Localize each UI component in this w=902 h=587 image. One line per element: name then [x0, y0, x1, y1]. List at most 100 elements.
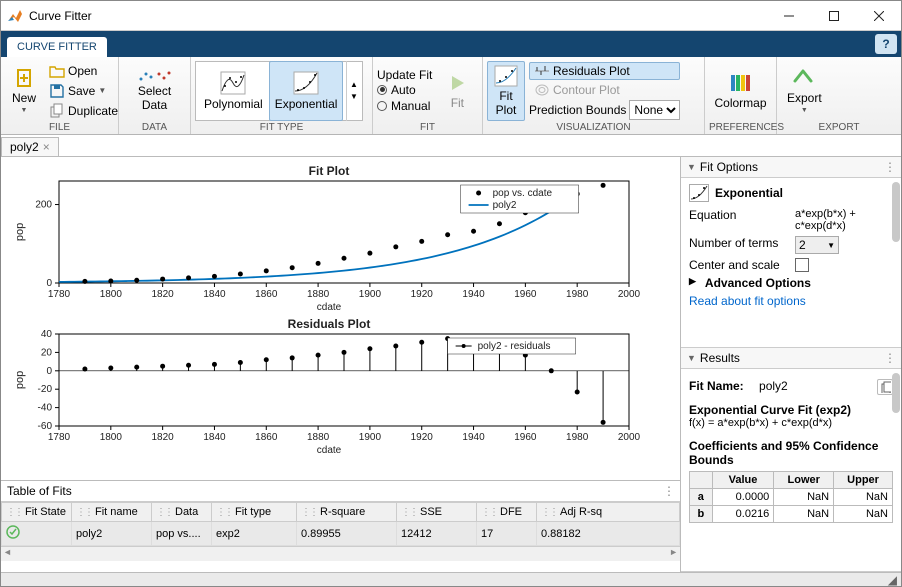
save-button[interactable]: Save▼: [46, 81, 121, 101]
doc-tab-poly2[interactable]: poly2×: [1, 137, 59, 156]
close-tab-icon[interactable]: ×: [43, 140, 50, 154]
svg-text:1920: 1920: [411, 289, 434, 300]
svg-text:pop vs. cdate: pop vs. cdate: [493, 188, 553, 199]
svg-text:40: 40: [41, 329, 53, 340]
fit-options-menu-icon[interactable]: ⋮: [884, 160, 895, 174]
open-button[interactable]: Open: [46, 61, 121, 81]
svg-text:1980: 1980: [566, 432, 589, 443]
col-sse[interactable]: SSE: [397, 503, 477, 522]
fit-options-header[interactable]: ▼Fit Options⋮: [681, 157, 901, 178]
svg-text:1900: 1900: [359, 432, 382, 443]
svg-text:Fit Plot: Fit Plot: [309, 164, 350, 178]
duplicate-label: Duplicate: [68, 104, 118, 118]
open-icon: [49, 63, 65, 79]
help-button[interactable]: ?: [875, 34, 897, 54]
open-label: Open: [68, 64, 97, 78]
duplicate-icon: [49, 103, 65, 119]
right-pane: ▼Fit Options⋮ Exponential Equationa*exp(…: [681, 157, 901, 572]
fit-options-scrollbar[interactable]: [892, 182, 900, 242]
residuals-icon: [534, 64, 550, 78]
coeff-row: a0.0000NaNNaN: [690, 489, 893, 506]
results-title: Results: [700, 351, 740, 365]
col-dfe[interactable]: DFE: [477, 503, 537, 522]
export-button[interactable]: Export ▼: [781, 61, 828, 121]
save-icon: [49, 83, 65, 99]
col-adj-r-sq[interactable]: Adj R-sq: [537, 503, 680, 522]
coeff-row: b0.0216NaNNaN: [690, 506, 893, 523]
svg-text:1860: 1860: [255, 289, 278, 300]
save-label: Save: [68, 84, 95, 98]
svg-text:1940: 1940: [462, 432, 485, 443]
svg-text:1980: 1980: [566, 289, 589, 300]
read-about-link[interactable]: Read about fit options: [689, 294, 893, 308]
table-of-fits-panel: Table of Fits⋮ Fit State Fit name Data F…: [1, 480, 680, 572]
svg-text:1960: 1960: [514, 432, 537, 443]
fit-type-gallery-expand[interactable]: ▲▼: [346, 61, 360, 121]
cell-state: [2, 522, 72, 546]
col-fit-type[interactable]: Fit type: [212, 503, 297, 522]
close-button[interactable]: [856, 1, 901, 31]
colormap-button[interactable]: Colormap: [709, 61, 772, 121]
polynomial-button[interactable]: Polynomial: [198, 61, 269, 121]
group-label-prefs: PREFERENCES: [709, 122, 772, 134]
center-scale-checkbox[interactable]: [795, 258, 809, 272]
resize-grip-icon[interactable]: ◢: [888, 573, 897, 587]
col-fit-name[interactable]: Fit name: [72, 503, 152, 522]
group-label-fit: FIT: [377, 122, 478, 134]
svg-text:pop: pop: [14, 371, 26, 389]
svg-text:1940: 1940: [462, 289, 485, 300]
svg-text:1800: 1800: [100, 289, 123, 300]
svg-text:poly2: poly2: [493, 200, 517, 211]
fit-plot-button[interactable]: Fit Plot: [487, 61, 525, 121]
fit-plot-chart: Fit Plot17801800182018401860188019001920…: [9, 163, 649, 313]
col-r-square[interactable]: R-square: [297, 503, 397, 522]
nterms-value: 2: [799, 238, 806, 252]
group-label-export: EXPORT: [781, 122, 897, 134]
curve-fit-title: Exponential Curve Fit (exp2): [689, 403, 851, 417]
ribbon-tab-curve-fitter[interactable]: CURVE FITTER: [7, 37, 107, 57]
fit-type-gallery: Polynomial Exponential ▲▼: [195, 61, 363, 121]
table-menu-icon[interactable]: ⋮: [663, 484, 674, 498]
duplicate-button[interactable]: Duplicate: [46, 101, 121, 121]
results-scrollbar[interactable]: [892, 373, 900, 413]
cell-dfe: 17: [477, 522, 537, 546]
contour-label: Contour Plot: [553, 83, 620, 97]
maximize-button[interactable]: [811, 1, 856, 31]
fit-plot-icon: [494, 65, 518, 87]
svg-text:1920: 1920: [411, 432, 434, 443]
results-body: Fit Name: poly2 Exponential Curve Fit (e…: [681, 369, 901, 572]
manual-radio[interactable]: Manual: [377, 99, 432, 113]
exponential-label: Exponential: [275, 97, 338, 111]
fit-button: Fit: [438, 61, 476, 121]
auto-radio[interactable]: Auto: [377, 83, 432, 97]
fx-equation: f(x) = a*exp(b*x) + c*exp(d*x): [689, 417, 893, 429]
prediction-bounds-select[interactable]: None: [629, 100, 680, 120]
results-header[interactable]: ▼Results⋮: [681, 348, 901, 369]
contour-icon: [534, 83, 550, 97]
select-data-button[interactable]: Select Data: [134, 84, 175, 112]
cell-type: exp2: [212, 522, 297, 546]
residuals-plot-toggle[interactable]: Residuals Plot: [529, 62, 680, 80]
table-hscrollbar[interactable]: [1, 546, 680, 561]
export-label: Export: [787, 91, 822, 105]
results-menu-icon[interactable]: ⋮: [884, 351, 895, 365]
colormap-label: Colormap: [714, 96, 766, 110]
nterms-select[interactable]: 2▼: [795, 236, 839, 254]
status-bar: ◢: [1, 572, 901, 586]
new-button[interactable]: New ▼: [5, 61, 43, 121]
plot-area: Fit Plot17801800182018401860188019001920…: [1, 157, 680, 480]
table-row[interactable]: poly2 pop vs.... exp2 0.89955 12412 17 0…: [2, 522, 680, 546]
fit-options-title: Fit Options: [700, 160, 758, 174]
advanced-options-toggle[interactable]: Advanced Options: [705, 276, 811, 290]
copy-icon[interactable]: [877, 379, 893, 395]
svg-text:Residuals Plot: Residuals Plot: [288, 317, 371, 331]
col-data[interactable]: Data: [152, 503, 212, 522]
exponential-button[interactable]: Exponential: [269, 61, 344, 121]
data-icon-1: [138, 70, 154, 82]
col-fit-state[interactable]: Fit State: [2, 503, 72, 522]
export-icon: [791, 67, 817, 89]
svg-text:1820: 1820: [152, 289, 175, 300]
group-label-file: FILE: [5, 122, 114, 134]
minimize-button[interactable]: [766, 1, 811, 31]
cell-name: poly2: [72, 522, 152, 546]
